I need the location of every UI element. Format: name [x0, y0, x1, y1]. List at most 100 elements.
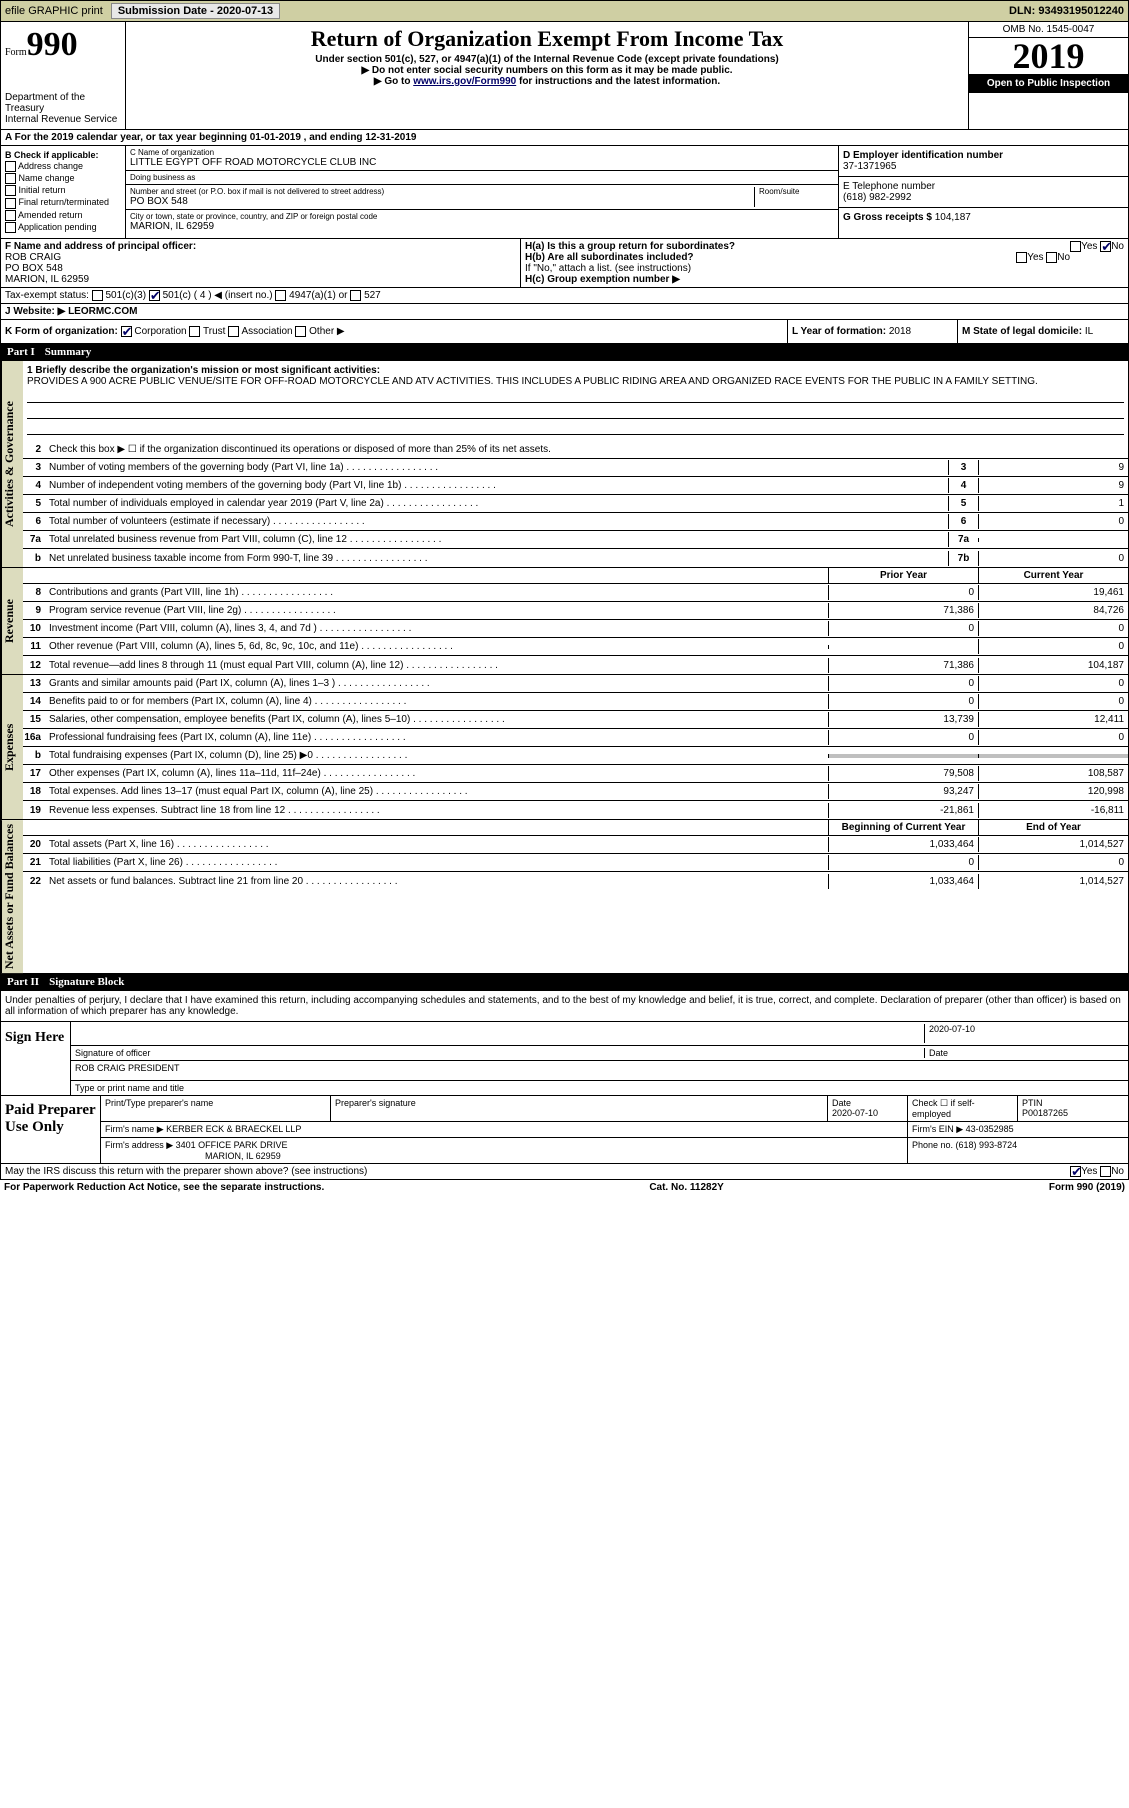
mission-text: PROVIDES A 900 ACRE PUBLIC VENUE/SITE FO…	[27, 376, 1124, 387]
firm-phone: (618) 993-8724	[956, 1140, 1018, 1150]
ha-group-return: H(a) Is this a group return for subordin…	[525, 241, 1124, 252]
officer-typed-name: ROB CRAIG PRESIDENT	[75, 1063, 1124, 1078]
firm-addr2: MARION, IL 62959	[205, 1151, 281, 1161]
hb-subordinates: H(b) Are all subordinates included? Yes …	[525, 252, 1124, 263]
cb-501c3[interactable]	[92, 290, 103, 301]
telephone: (618) 982-2992	[843, 192, 1124, 203]
vtab-expenses: Expenses	[1, 675, 23, 819]
cb-501c[interactable]	[149, 290, 160, 301]
form-title: Return of Organization Exempt From Incom…	[130, 26, 964, 52]
cb-address-change[interactable]: Address change	[5, 161, 121, 172]
form-version: Form 990 (2019)	[1049, 1182, 1125, 1193]
net-assets-section: Net Assets or Fund Balances Beginning of…	[0, 820, 1129, 974]
discuss-row: May the IRS discuss this return with the…	[0, 1164, 1129, 1180]
cb-final-return[interactable]: Final return/terminated	[5, 197, 121, 208]
entity-right-col: D Employer identification number 37-1371…	[838, 146, 1128, 238]
hdr-prior-year: Prior Year	[828, 568, 978, 583]
dept-treasury: Department of the Treasury Internal Reve…	[5, 92, 121, 125]
line-3: 3 Number of voting members of the govern…	[23, 459, 1128, 477]
line-7a: 7a Total unrelated business revenue from…	[23, 531, 1128, 549]
k-l-m-row: K Form of organization: Corporation Trus…	[0, 320, 1129, 344]
line-19: 19 Revenue less expenses. Subtract line …	[23, 801, 1128, 819]
efile-top-bar: efile GRAPHIC print Submission Date - 20…	[0, 0, 1129, 22]
part1-header: Part I Summary	[0, 344, 1129, 361]
activities-governance-section: Activities & Governance 1 Briefly descri…	[0, 361, 1129, 568]
officer-name: ROB CRAIG	[5, 252, 516, 263]
part2-header: Part II Signature Block	[0, 974, 1129, 991]
cb-amended[interactable]: Amended return	[5, 210, 121, 221]
tax-status-row: Tax-exempt status: 501(c)(3) 501(c) ( 4 …	[0, 288, 1129, 304]
line-11: 11 Other revenue (Part VIII, column (A),…	[23, 638, 1128, 656]
form-title-block: Return of Organization Exempt From Incom…	[126, 22, 968, 129]
calendar-year-line: A For the 2019 calendar year, or tax yea…	[0, 130, 1129, 146]
public-inspection: Open to Public Inspection	[969, 74, 1128, 93]
prep-date: 2020-07-10	[832, 1108, 878, 1118]
submission-date-btn[interactable]: Submission Date - 2020-07-13	[111, 3, 280, 19]
mission-block: 1 Briefly describe the organization's mi…	[23, 361, 1128, 441]
cb-other[interactable]	[295, 326, 306, 337]
officer-h-block: F Name and address of principal officer:…	[0, 239, 1129, 288]
cb-name-change[interactable]: Name change	[5, 173, 121, 184]
dln: DLN: 93493195012240	[1009, 5, 1124, 17]
expenses-section: Expenses 13 Grants and similar amounts p…	[0, 675, 1129, 820]
cat-no: Cat. No. 11282Y	[649, 1182, 723, 1193]
line-8: 8 Contributions and grants (Part VIII, l…	[23, 584, 1128, 602]
irs-link[interactable]: www.irs.gov/Form990	[413, 76, 516, 87]
section-b-checkboxes: B Check if applicable: Address change Na…	[1, 146, 126, 238]
line-10: 10 Investment income (Part VIII, column …	[23, 620, 1128, 638]
paperwork-notice: For Paperwork Reduction Act Notice, see …	[4, 1182, 324, 1193]
cb-4947[interactable]	[275, 290, 286, 301]
sign-here-label: Sign Here	[1, 1022, 71, 1095]
revenue-section: Revenue Prior YearCurrent Year 8 Contrib…	[0, 568, 1129, 675]
cb-corporation[interactable]	[121, 326, 132, 337]
vtab-governance: Activities & Governance	[1, 361, 23, 567]
line-b: b Net unrelated business taxable income …	[23, 549, 1128, 567]
line-9: 9 Program service revenue (Part VIII, li…	[23, 602, 1128, 620]
line-14: 14 Benefits paid to or for members (Part…	[23, 693, 1128, 711]
vtab-net-assets: Net Assets or Fund Balances	[1, 820, 23, 973]
line-16a: 16a Professional fundraising fees (Part …	[23, 729, 1128, 747]
cb-trust[interactable]	[189, 326, 200, 337]
firm-name: KERBER ECK & BRAECKEL LLP	[166, 1124, 301, 1134]
org-name: LITTLE EGYPT OFF ROAD MOTORCYCLE CLUB IN…	[130, 157, 834, 168]
year-formation: 2018	[889, 326, 911, 337]
line-b: b Total fundraising expenses (Part IX, c…	[23, 747, 1128, 765]
tax-year: 2019	[969, 38, 1128, 74]
paid-preparer-label: Paid Preparer Use Only	[1, 1096, 101, 1163]
line-17: 17 Other expenses (Part IX, column (A), …	[23, 765, 1128, 783]
line-12: 12 Total revenue—add lines 8 through 11 …	[23, 656, 1128, 674]
hdr-end-year: End of Year	[978, 820, 1128, 835]
vtab-revenue: Revenue	[1, 568, 23, 674]
hc-group-exemption: H(c) Group exemption number ▶	[525, 274, 1124, 285]
cb-app-pending[interactable]: Application pending	[5, 222, 121, 233]
form-subtitle: Under section 501(c), 527, or 4947(a)(1)…	[130, 54, 964, 65]
line-21: 21 Total liabilities (Part X, line 26) 0…	[23, 854, 1128, 872]
hb-note: If "No," attach a list. (see instruction…	[525, 263, 1124, 274]
officer-addr1: PO BOX 548	[5, 263, 516, 274]
website-url: LEORMC.COM	[68, 306, 137, 317]
line-6: 6 Total number of volunteers (estimate i…	[23, 513, 1128, 531]
entity-block: B Check if applicable: Address change Na…	[0, 146, 1129, 239]
self-employed-cb[interactable]: Check ☐ if self-employed	[908, 1096, 1018, 1121]
line-15: 15 Salaries, other compensation, employe…	[23, 711, 1128, 729]
line-20: 20 Total assets (Part X, line 16) 1,033,…	[23, 836, 1128, 854]
line-18: 18 Total expenses. Add lines 13–17 (must…	[23, 783, 1128, 801]
cb-discuss-no[interactable]	[1100, 1166, 1111, 1177]
signature-block: Under penalties of perjury, I declare th…	[0, 991, 1129, 1164]
ssn-warning: ▶ Do not enter social security numbers o…	[130, 65, 964, 76]
perjury-statement: Under penalties of perjury, I declare th…	[1, 991, 1128, 1021]
instructions-link-line: ▶ Go to www.irs.gov/Form990 for instruct…	[130, 76, 964, 87]
cb-527[interactable]	[350, 290, 361, 301]
entity-name-address: C Name of organization LITTLE EGYPT OFF …	[126, 146, 838, 238]
efile-label: efile GRAPHIC print	[5, 5, 103, 17]
cb-discuss-yes[interactable]	[1070, 1166, 1081, 1177]
form-id-block: Form990 Department of the Treasury Inter…	[1, 22, 126, 129]
officer-addr2: MARION, IL 62959	[5, 274, 516, 285]
signature-field[interactable]	[75, 1024, 924, 1043]
cb-association[interactable]	[228, 326, 239, 337]
year-block: OMB No. 1545-0047 2019 Open to Public In…	[968, 22, 1128, 129]
cb-initial-return[interactable]: Initial return	[5, 185, 121, 196]
city-state-zip: MARION, IL 62959	[130, 221, 834, 232]
gross-receipts: 104,187	[935, 212, 971, 223]
form-header: Form990 Department of the Treasury Inter…	[0, 22, 1129, 130]
